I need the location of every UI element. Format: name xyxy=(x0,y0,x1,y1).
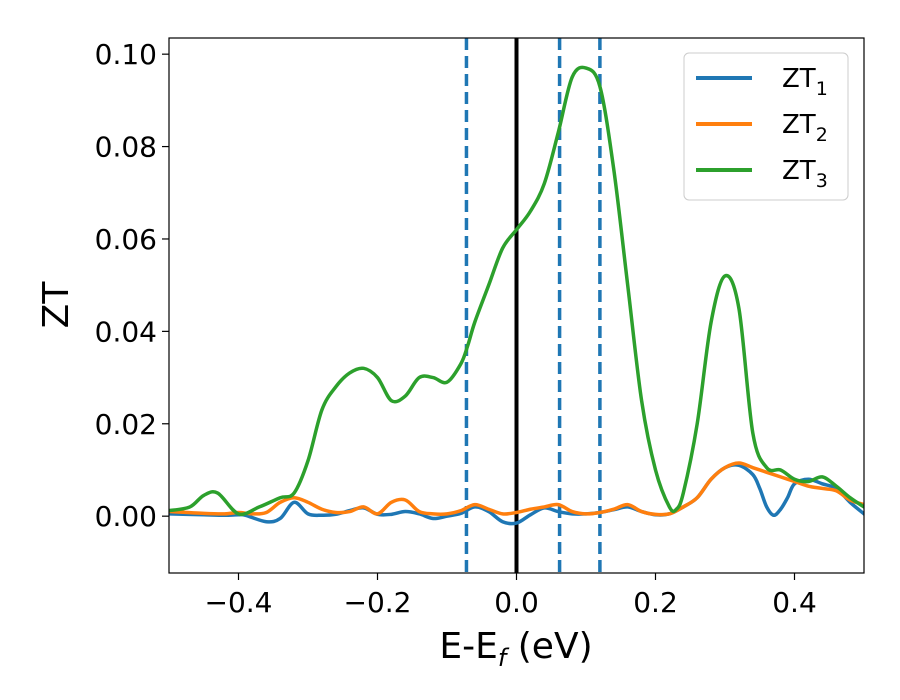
y-tick-label: 0.02 xyxy=(95,408,157,441)
legend: ZT1 ZT2 ZT3 xyxy=(683,52,849,201)
legend-label-zt3: ZT3 xyxy=(782,156,828,192)
x-axis: −0.4 −0.2 0.0 0.2 0.4 xyxy=(205,573,817,619)
y-axis-label: ZT xyxy=(36,281,77,329)
legend-label-zt2: ZT2 xyxy=(782,110,828,146)
x-tick-label: 0.2 xyxy=(633,586,678,619)
series-lines xyxy=(169,65,864,526)
x-axis-label-unit: (eV) xyxy=(506,626,592,667)
x-tick-label: 0.0 xyxy=(494,586,539,619)
series-line-zt1 xyxy=(169,463,864,526)
y-tick-label: 0.08 xyxy=(95,131,157,164)
y-tick-label: 0.06 xyxy=(95,223,157,256)
x-axis-label: E-Ef (eV) xyxy=(439,626,592,672)
legend-box xyxy=(683,52,849,201)
y-tick-label: 0.00 xyxy=(95,500,157,533)
reference-lines xyxy=(464,38,602,573)
y-axis: 0.00 0.02 0.04 0.06 0.08 0.10 xyxy=(95,38,169,533)
series-line-zt3 xyxy=(169,65,864,517)
x-axis-label-main: E-E xyxy=(439,626,497,667)
legend-label-zt1: ZT1 xyxy=(782,64,828,100)
series-line-zt2 xyxy=(169,461,864,517)
y-tick-label: 0.04 xyxy=(95,315,157,348)
x-tick-label: −0.4 xyxy=(205,586,273,619)
x-tick-label: −0.2 xyxy=(344,586,412,619)
y-tick-label: 0.10 xyxy=(95,38,157,71)
x-tick-label: 0.4 xyxy=(772,586,817,619)
